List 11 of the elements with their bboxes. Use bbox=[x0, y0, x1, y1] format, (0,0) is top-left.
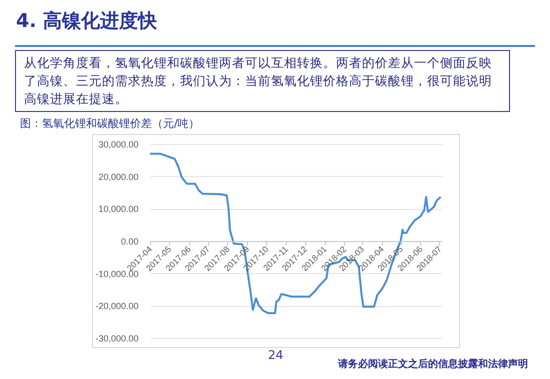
text: 4. 高镍化进度快 bbox=[16, 9, 158, 34]
y-tick-label: 10,000.00 bbox=[98, 204, 138, 214]
y-tick-label: 0.00 bbox=[120, 236, 138, 246]
y-tick-label: -30,000.00 bbox=[95, 334, 138, 344]
y-tick-label: 30,000.00 bbox=[98, 140, 138, 150]
text: 从化学角度看，氢氧化锂和碳酸锂两者可以互相转换。两者的价差从一个侧面反映了高镍、三元的需求热度，我们认为：当前氢氧化锂价格高于碳酸锂，很可能说明高镍进展在提速。 bbox=[15, 50, 510, 112]
y-tick-label: 20,000.00 bbox=[98, 172, 138, 182]
chart-title: 图：氢氧化锂和碳酸锂价差（元/吨） bbox=[20, 116, 200, 131]
y-tick-label: -20,000.00 bbox=[95, 301, 138, 312]
text: 24 bbox=[268, 348, 284, 362]
text: 请务必阅读正文之后的信息披露和法律声明 bbox=[338, 357, 528, 371]
